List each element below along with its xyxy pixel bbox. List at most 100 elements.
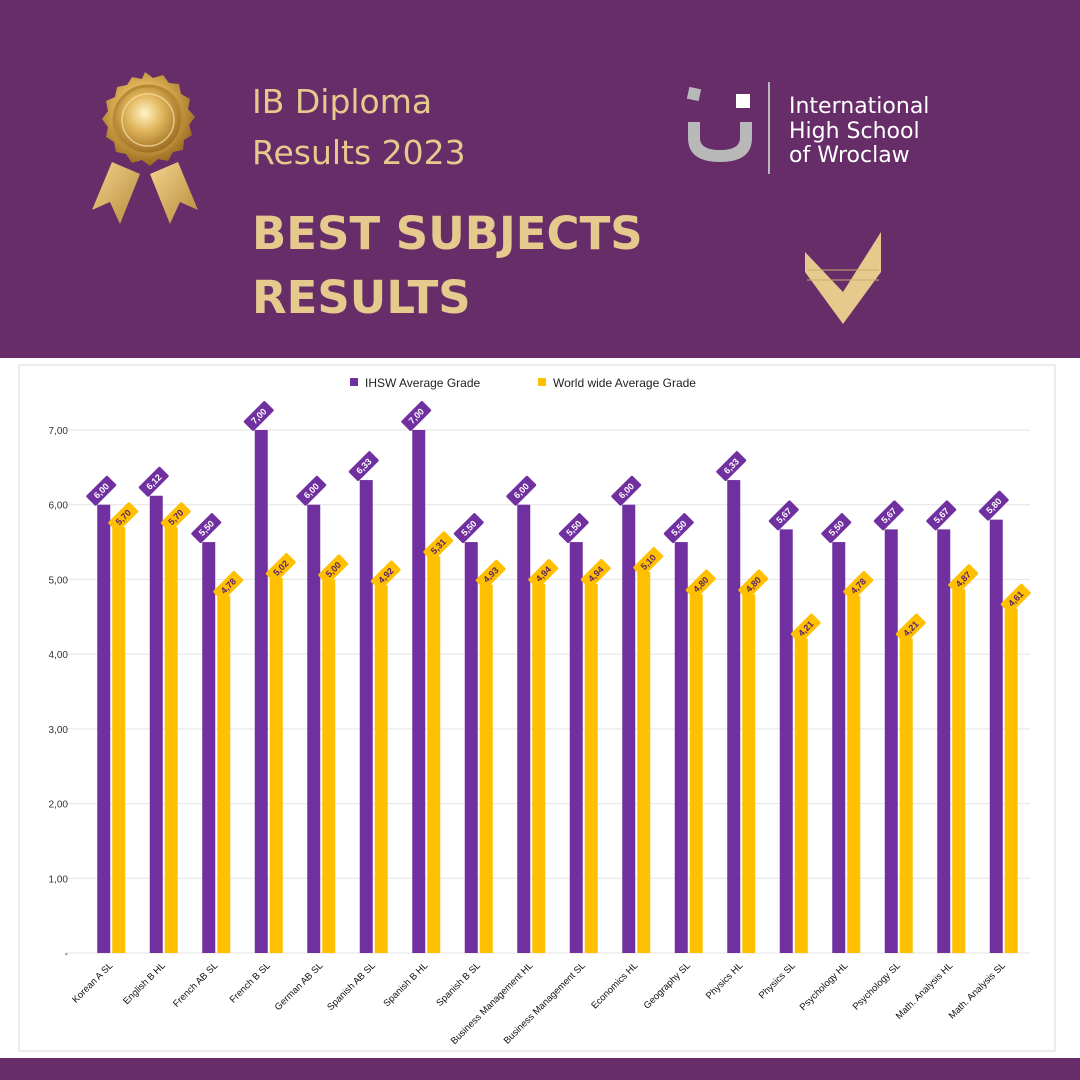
- legend-swatch-worldwide: [538, 378, 546, 386]
- footer-bar: [0, 1058, 1080, 1080]
- bar-worldwide: [479, 584, 493, 953]
- bar-worldwide: [899, 638, 913, 953]
- data-label-worldwide-bg: [580, 558, 611, 589]
- data-label-worldwide-bg: [423, 531, 454, 562]
- data-label-ihsw-bg: [558, 513, 589, 544]
- bar-ihsw: [622, 504, 636, 953]
- y-tick-label: 1,00: [49, 874, 69, 885]
- y-tick-label: 6,00: [49, 501, 69, 512]
- chart-data-labels: 6,005,706,125,705,504,787,005,026,005,00…: [86, 401, 1031, 644]
- bar-worldwide: [689, 594, 703, 953]
- data-label-worldwide-bg: [213, 570, 244, 601]
- legend-label-ihsw: IHSW Average Grade: [365, 376, 480, 390]
- bar-worldwide: [374, 585, 388, 953]
- data-label-worldwide-bg: [843, 570, 874, 601]
- bar-ihsw: [202, 542, 216, 953]
- data-label-ihsw-bg: [348, 451, 379, 481]
- data-label-ihsw-bg: [296, 475, 327, 506]
- data-label-ihsw-bg: [401, 401, 432, 431]
- data-label-ihsw-bg: [506, 475, 537, 506]
- data-label-worldwide-bg: [475, 559, 506, 590]
- bar-worldwide: [532, 583, 546, 953]
- bar-worldwide: [637, 571, 651, 953]
- data-label-worldwide-bg: [685, 569, 716, 600]
- bar-ihsw: [254, 430, 268, 953]
- bar-worldwide: [269, 577, 283, 953]
- bar-ihsw: [412, 430, 426, 953]
- logo-text-line-3: of Wroclaw: [789, 143, 910, 168]
- data-label-ihsw-bg: [768, 500, 799, 531]
- bar-ihsw: [517, 504, 531, 953]
- header-banner: IB Diploma Results 2023 BEST SUBJECTS RE…: [0, 0, 1080, 358]
- chevron-down-icon: [805, 232, 881, 324]
- bar-ihsw: [569, 542, 583, 953]
- bar-chart: IHSW Average Grade World wide Average Gr…: [18, 364, 1056, 1052]
- chart-legend: IHSW Average Grade World wide Average Gr…: [350, 376, 696, 390]
- bar-ihsw: [884, 529, 898, 953]
- data-label-worldwide-bg: [265, 552, 296, 583]
- data-label-worldwide-bg: [528, 558, 559, 589]
- title-line-2: Results 2023: [252, 133, 466, 172]
- data-label-worldwide-bg: [895, 613, 926, 644]
- data-label-ihsw-bg: [821, 513, 852, 544]
- y-tick-label: 7,00: [49, 426, 69, 437]
- y-tick-label: -: [65, 949, 68, 960]
- bar-ihsw: [464, 542, 478, 953]
- bar-worldwide: [794, 638, 808, 953]
- y-tick-label: 4,00: [49, 650, 69, 661]
- bar-ihsw: [97, 504, 111, 953]
- bar-worldwide: [584, 583, 598, 953]
- data-label-ihsw-bg: [716, 451, 747, 481]
- bar-worldwide: [217, 595, 231, 953]
- y-axis: - 1,00 2,00 3,00 4,00 5,00 6,00 7,00: [49, 426, 69, 960]
- data-label-worldwide-bg: [318, 554, 349, 585]
- bar-ihsw: [832, 542, 846, 953]
- data-label-ihsw-bg: [978, 490, 1009, 521]
- bar-ihsw: [937, 529, 951, 953]
- data-label-ihsw-bg: [873, 500, 904, 531]
- bar-ihsw: [307, 504, 321, 953]
- data-label-worldwide-bg: [948, 564, 979, 595]
- logo-text-line-2: High School: [789, 119, 920, 144]
- data-label-worldwide-bg: [790, 613, 821, 644]
- data-label-worldwide-bg: [108, 502, 139, 533]
- data-label-ihsw-bg: [663, 513, 694, 544]
- chart-bars: [97, 430, 1018, 953]
- bar-worldwide: [847, 595, 861, 953]
- data-label-ihsw-bg: [191, 513, 222, 544]
- data-label-worldwide-bg: [160, 502, 191, 533]
- data-label-ihsw-bg: [138, 466, 169, 497]
- legend-swatch-ihsw: [350, 378, 358, 386]
- bar-ihsw: [779, 529, 793, 953]
- medal-icon: [92, 72, 198, 224]
- bar-ihsw: [359, 480, 373, 953]
- y-tick-label: 5,00: [49, 575, 69, 586]
- bar-ihsw: [989, 519, 1003, 953]
- bar-worldwide: [322, 579, 336, 953]
- headline-line-1: BEST SUBJECTS: [252, 207, 643, 260]
- data-label-ihsw-bg: [86, 475, 117, 506]
- data-label-worldwide-bg: [633, 547, 664, 577]
- bar-ihsw: [727, 480, 741, 953]
- data-label-ihsw-bg: [243, 401, 274, 431]
- bar-worldwide: [112, 527, 126, 953]
- bar-worldwide: [742, 594, 756, 953]
- legend-label-worldwide: World wide Average Grade: [553, 376, 696, 390]
- bar-worldwide: [164, 527, 178, 953]
- logo-text-line-1: International: [789, 94, 930, 119]
- chart-area: IHSW Average Grade World wide Average Gr…: [0, 358, 1080, 1058]
- data-label-worldwide-bg: [370, 560, 401, 591]
- y-tick-label: 3,00: [49, 725, 69, 736]
- data-label-ihsw-bg: [453, 513, 484, 544]
- data-label-worldwide-bg: [1000, 583, 1031, 614]
- school-logo-icon: [686, 82, 770, 174]
- title-line-1: IB Diploma: [252, 82, 433, 121]
- bar-ihsw: [674, 542, 688, 953]
- bar-worldwide: [1004, 608, 1018, 953]
- headline-line-2: RESULTS: [252, 271, 471, 324]
- bar-ihsw: [149, 495, 163, 953]
- data-label-ihsw-bg: [611, 475, 642, 506]
- data-label-ihsw-bg: [926, 500, 957, 531]
- data-label-worldwide-bg: [738, 569, 769, 600]
- bar-worldwide: [952, 589, 966, 953]
